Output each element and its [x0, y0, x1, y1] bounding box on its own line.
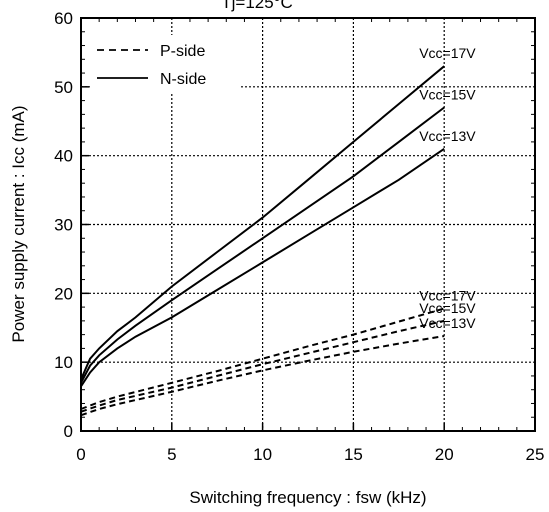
series-line-n-side-0	[80, 65, 445, 380]
y-tick-label: 20	[54, 284, 73, 303]
y-tick-label: 60	[54, 9, 73, 28]
y-tick-label: 30	[54, 216, 73, 235]
legend-label: N-side	[160, 71, 206, 88]
y-tick-label: 0	[64, 422, 73, 441]
series-label: Vcc=15V	[419, 300, 476, 316]
series-line-p-side-4	[80, 319, 445, 413]
series-line-n-side-1	[80, 106, 445, 384]
tick-labels: 0 5 10 15 20 25 0 10 20 30 40 50 60	[54, 9, 544, 464]
y-axis-label: Power supply current : Icc (mA)	[9, 105, 28, 342]
y-tick-label: 50	[54, 78, 73, 97]
chart-title: Tj=125°C	[221, 0, 293, 12]
legend-label: P-side	[160, 43, 205, 60]
x-tick-label: 0	[76, 445, 85, 464]
series-lines	[80, 65, 445, 417]
series-label: Vcc=13V	[419, 128, 476, 144]
series-labels: Vcc=17VVcc=15VVcc=13VVcc=17VVcc=15VVcc=1…	[419, 45, 476, 331]
x-tick-label: 5	[167, 445, 176, 464]
x-tick-label: 10	[253, 445, 272, 464]
y-tick-label: 40	[54, 147, 73, 166]
legend: P-side N-side	[97, 43, 206, 88]
series-label: Vcc=13V	[419, 315, 476, 331]
y-tick-label: 10	[54, 353, 73, 372]
legend-background	[90, 35, 240, 93]
x-tick-label: 20	[435, 445, 454, 464]
tick-marks	[80, 17, 536, 432]
series-label: Vcc=15V	[419, 86, 476, 102]
x-axis-label: Switching frequency : fsw (kHz)	[189, 488, 426, 507]
series-label: Vcc=17V	[419, 287, 476, 303]
x-tick-label: 25	[526, 445, 545, 464]
series-line-n-side-2	[80, 147, 445, 387]
series-line-p-side-5	[80, 335, 445, 417]
x-tick-label: 15	[344, 445, 363, 464]
series-label: Vcc=17V	[419, 45, 476, 61]
series-line-p-side-3	[80, 307, 445, 410]
